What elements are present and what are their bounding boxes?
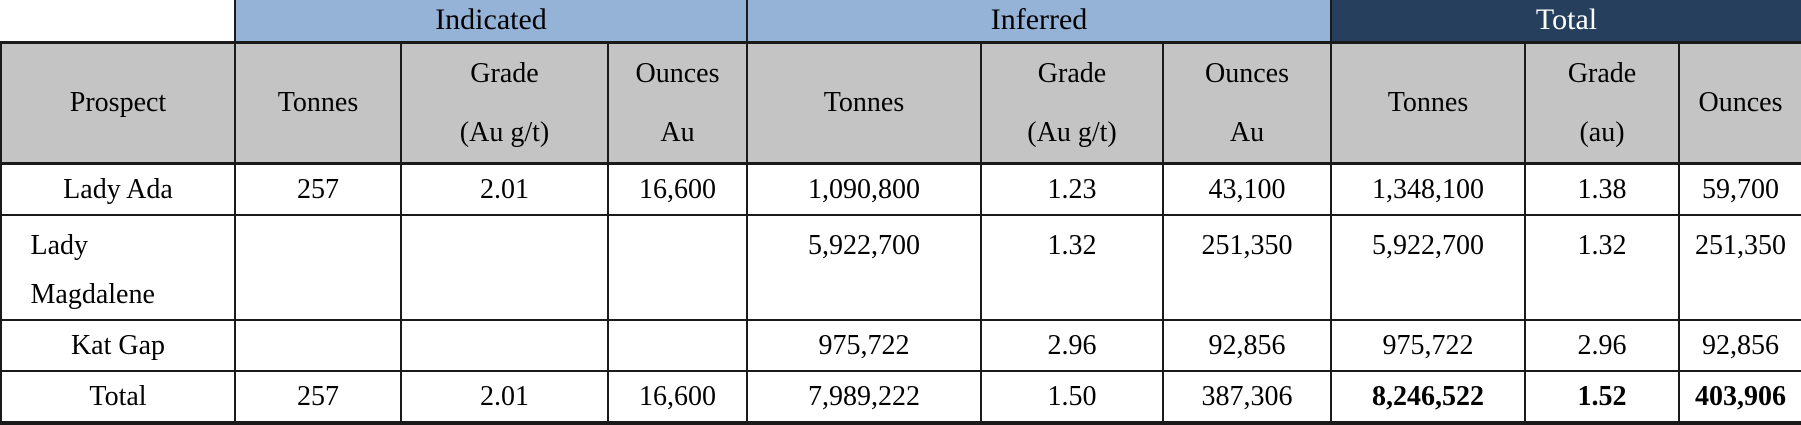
column-header-total-ounces: Ounces xyxy=(1678,40,1801,165)
cell-indicated-tonnes xyxy=(234,318,402,372)
cell-total-tonnes: 8,246,522 xyxy=(1330,369,1527,425)
column-header-inferred-tonnes: Tonnes xyxy=(746,40,982,165)
cell-inferred-ounces: 387,306 xyxy=(1161,369,1333,425)
cell-indicated-ounces: 16,600 xyxy=(607,369,748,425)
group-header-total: Total xyxy=(1330,0,1801,43)
column-header-indicated-tonnes: Tonnes xyxy=(234,40,402,165)
cell-total-ounces: 59,700 xyxy=(1678,162,1801,216)
cell-indicated-ounces xyxy=(607,318,748,372)
cell-total-tonnes: 1,348,100 xyxy=(1330,162,1527,216)
cell-indicated-ounces xyxy=(607,213,748,321)
cell-inferred-ounces: 92,856 xyxy=(1161,318,1333,372)
cell-inferred-tonnes: 975,722 xyxy=(746,318,982,372)
table-row-lady-ada: Lady Ada 257 2.01 16,600 1,090,800 1.23 … xyxy=(0,162,1801,216)
cell-inferred-grade: 1.50 xyxy=(980,369,1164,425)
cell-inferred-tonnes: 7,989,222 xyxy=(746,369,982,425)
cell-total-ounces: 403,906 xyxy=(1678,369,1801,425)
table-row-total: Total 257 2.01 16,600 7,989,222 1.50 387… xyxy=(0,369,1801,425)
cell-total-ounces: 251,350 xyxy=(1678,213,1801,321)
cell-indicated-grade: 2.01 xyxy=(400,369,609,425)
cell-indicated-tonnes xyxy=(234,213,402,321)
group-header-row: Indicated Inferred Total xyxy=(1,0,1801,43)
column-header-prospect: Prospect xyxy=(0,40,236,165)
cell-indicated-grade: 2.01 xyxy=(400,162,609,216)
cell-inferred-tonnes: 1,090,800 xyxy=(746,162,982,216)
group-header-inferred: Inferred xyxy=(745,0,1333,43)
cell-prospect: Total xyxy=(0,369,236,425)
table-row-lady-magdalene: Lady Magdalene 5,922,700 1.32 251,350 5,… xyxy=(0,213,1801,321)
cell-indicated-tonnes: 257 xyxy=(234,369,402,425)
cell-indicated-grade xyxy=(400,318,609,372)
cell-indicated-grade xyxy=(400,213,609,321)
cell-total-ounces: 92,856 xyxy=(1678,318,1801,372)
column-header-inferred-grade: Grade (Au g/t) xyxy=(980,40,1164,165)
cell-total-grade: 1.52 xyxy=(1524,369,1681,425)
cell-inferred-ounces: 43,100 xyxy=(1161,162,1333,216)
cell-total-grade: 1.32 xyxy=(1524,213,1681,321)
cell-inferred-grade: 1.23 xyxy=(980,162,1164,216)
cell-inferred-grade: 2.96 xyxy=(980,318,1164,372)
cell-indicated-ounces: 16,600 xyxy=(607,162,748,216)
cell-inferred-ounces: 251,350 xyxy=(1161,213,1333,321)
column-header-inferred-ounces: Ounces Au xyxy=(1161,40,1333,165)
cell-indicated-tonnes: 257 xyxy=(234,162,402,216)
column-header-total-grade: Grade (au) xyxy=(1524,40,1681,165)
cell-prospect: Kat Gap xyxy=(0,318,236,372)
cell-total-grade: 1.38 xyxy=(1524,162,1681,216)
group-header-indicated: Indicated xyxy=(234,0,748,43)
cell-inferred-grade: 1.32 xyxy=(980,213,1164,321)
column-header-row: Prospect Tonnes Grade (Au g/t) Ounces Au… xyxy=(0,40,1801,165)
column-header-indicated-ounces: Ounces Au xyxy=(607,40,748,165)
column-header-total-tonnes: Tonnes xyxy=(1330,40,1527,165)
column-header-indicated-grade: Grade (Au g/t) xyxy=(400,40,609,165)
cell-prospect: Lady Ada xyxy=(0,162,236,216)
table-row-kat-gap: Kat Gap 975,722 2.96 92,856 975,722 2.96… xyxy=(0,318,1801,372)
cell-prospect: Lady Magdalene xyxy=(0,213,236,321)
cell-total-grade: 2.96 xyxy=(1524,318,1681,372)
cell-inferred-tonnes: 5,922,700 xyxy=(746,213,982,321)
cell-total-tonnes: 975,722 xyxy=(1330,318,1527,372)
corner-cell xyxy=(1,0,235,42)
cell-total-tonnes: 5,922,700 xyxy=(1330,213,1527,321)
prospect-name: Lady Magdalene xyxy=(30,229,155,310)
